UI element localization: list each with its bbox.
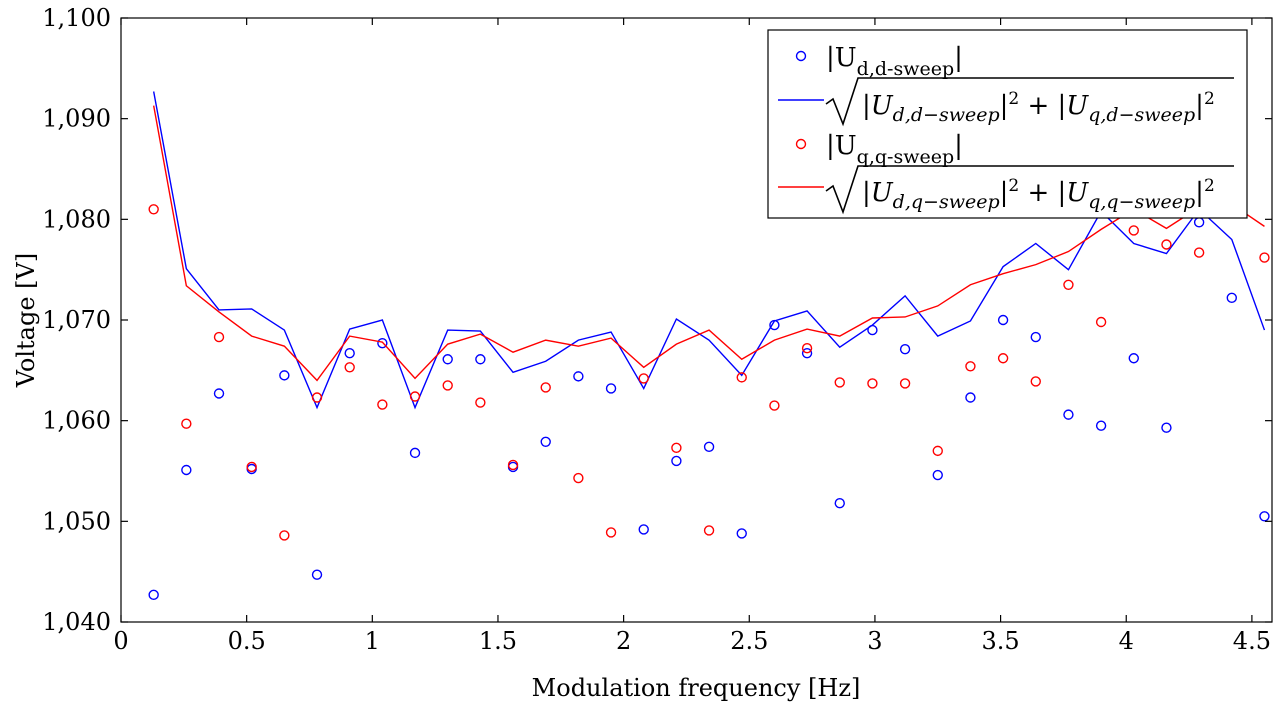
data-point	[1095, 420, 1107, 431]
ticks-layer: 0 0.5 1 1.5 2 2.5 3 3.5 4 4.5 1,040 1,050 1,060 1,070…	[42, 4, 1272, 655]
x-tick-label: 3.5	[981, 627, 1019, 655]
data-point	[1030, 376, 1041, 387]
x-tick-label: 0	[113, 627, 128, 655]
data-point	[932, 469, 943, 481]
x-tick-label: 1	[365, 627, 380, 655]
data-point	[736, 528, 747, 539]
data-point	[475, 397, 486, 408]
data-point	[1161, 239, 1172, 250]
data-point	[671, 455, 682, 467]
data-point	[1128, 353, 1139, 364]
data-point	[899, 343, 911, 355]
x-tick-label: 0.5	[228, 627, 266, 655]
data-point	[377, 337, 388, 349]
data-point	[638, 524, 649, 535]
data-point	[638, 373, 649, 384]
series-layer	[148, 91, 1270, 601]
data-point	[148, 204, 159, 215]
data-point	[867, 378, 878, 389]
data-point	[965, 392, 976, 403]
x-tick-label: 2.5	[730, 627, 768, 655]
data-point	[1063, 409, 1074, 420]
data-point	[965, 361, 976, 372]
data-point	[703, 525, 715, 536]
x-tick-label: 4	[1119, 627, 1134, 655]
legend: |Ud,d-sweep| |Ud,d−sweep|2 + |Uq,d−sweep…	[767, 29, 1248, 219]
legend-box	[767, 29, 1248, 219]
y-tick-label: 1,040	[42, 608, 111, 636]
data-point	[932, 445, 943, 457]
data-point	[1161, 422, 1172, 433]
data-point	[311, 569, 323, 580]
data-point	[834, 498, 845, 509]
data-point	[997, 353, 1009, 364]
data-point	[540, 436, 551, 448]
data-point	[246, 461, 257, 473]
data-point	[605, 383, 617, 394]
data-point	[769, 400, 780, 411]
data-point	[279, 530, 290, 541]
y-tick-label: 1,060	[42, 407, 111, 435]
data-point	[442, 354, 453, 365]
data-point	[409, 447, 421, 459]
data-point	[801, 348, 813, 359]
series-0	[148, 217, 1270, 601]
data-point	[997, 314, 1009, 326]
x-tick-label: 1.5	[479, 627, 517, 655]
series-1	[152, 91, 1266, 410]
legend-marker-u-dd-sweep	[795, 50, 807, 62]
data-point	[573, 472, 584, 484]
data-point	[834, 377, 845, 388]
data-point	[377, 399, 388, 410]
data-point	[213, 331, 225, 343]
data-point	[899, 378, 911, 389]
data-point	[442, 380, 453, 391]
data-point	[1226, 292, 1237, 304]
x-tick-label: 2	[616, 627, 631, 655]
series-line	[152, 91, 1266, 410]
series-3	[152, 105, 1265, 382]
data-point	[540, 382, 551, 393]
x-axis-title: Modulation frequency [Hz]	[532, 674, 861, 702]
y-tick-label: 1,090	[42, 105, 111, 133]
data-point	[1193, 217, 1205, 228]
y-tick-label: 1,050	[42, 507, 111, 535]
data-point	[507, 459, 519, 471]
legend-marker-u-qq-sweep	[795, 138, 807, 150]
data-point	[181, 464, 192, 476]
data-point	[671, 442, 682, 454]
y-axis-title: Voltage [V]	[12, 253, 40, 388]
data-point	[703, 441, 715, 453]
data-point	[736, 372, 747, 383]
data-point	[409, 391, 421, 402]
data-point	[213, 388, 225, 399]
x-tick-label: 4.5	[1233, 627, 1271, 655]
y-tick-label: 1,070	[42, 306, 111, 334]
data-point	[344, 348, 355, 359]
data-point	[1259, 252, 1270, 263]
data-point	[311, 392, 323, 403]
x-tick-label: 3	[867, 627, 882, 655]
data-point	[1095, 316, 1107, 328]
data-point	[475, 354, 486, 365]
data-point	[1128, 225, 1139, 236]
series-line	[152, 105, 1265, 382]
data-point	[1063, 279, 1074, 290]
data-point	[148, 589, 159, 601]
data-point	[605, 527, 617, 538]
data-point	[1259, 511, 1270, 522]
y-tick-label: 1,100	[42, 4, 111, 32]
data-point	[181, 418, 192, 429]
y-tick-label: 1,080	[42, 205, 111, 233]
data-point	[801, 342, 813, 354]
data-point	[1193, 247, 1205, 258]
series-2	[148, 204, 1270, 541]
data-point	[279, 370, 290, 381]
data-point	[1030, 331, 1041, 343]
data-point	[344, 362, 355, 373]
data-point	[573, 371, 584, 382]
